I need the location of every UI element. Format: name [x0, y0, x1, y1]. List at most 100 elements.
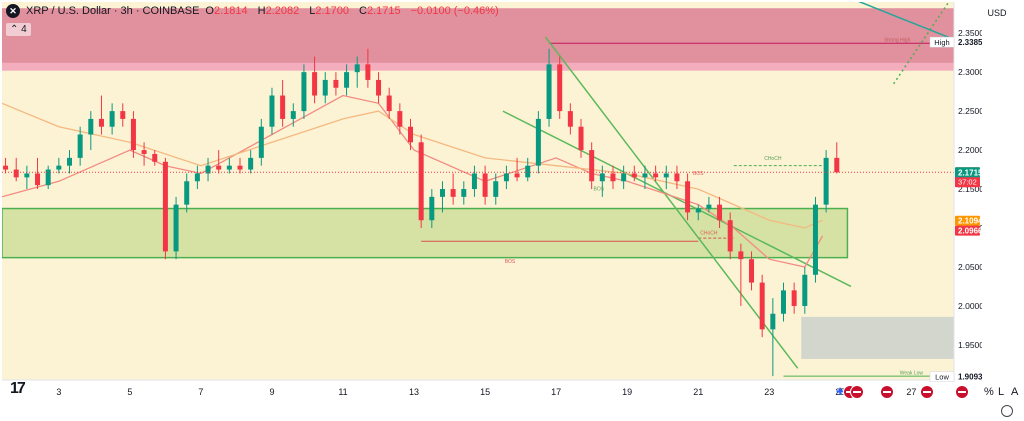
- candle-body: [749, 259, 755, 283]
- candle-body: [493, 181, 499, 197]
- chart-plot-area[interactable]: BOS CHoCH CHoCH Strong High Weak Low BOS BOS 2.…: [2, 2, 982, 401]
- candle-body: [631, 173, 637, 178]
- close-key: C: [359, 5, 367, 17]
- price-axis: [954, 2, 982, 401]
- symbol-title[interactable]: XRP / U.S. Dollar · 3h · COINBASE: [26, 5, 200, 17]
- tradingview-logo-icon[interactable]: 17: [10, 380, 26, 397]
- candle-body: [35, 173, 41, 186]
- high-key: H: [257, 5, 266, 17]
- candle-body: [322, 79, 328, 96]
- price-label-badge: [955, 225, 980, 236]
- candle-body: [376, 79, 382, 96]
- chart-annotation: BOS: [693, 171, 704, 177]
- chevron-up-icon: ⌃: [10, 24, 19, 35]
- percent-scale-toggle[interactable]: %: [984, 386, 994, 398]
- chart-annotation: CHoCH: [764, 156, 782, 162]
- candle-body: [205, 165, 211, 174]
- x-tick-label: 3: [56, 387, 61, 397]
- price-label-tag-text: High: [934, 38, 949, 47]
- x-tick-label: 7: [198, 387, 203, 397]
- chart-settings-icon[interactable]: [1001, 405, 1013, 417]
- candle-body: [98, 118, 104, 127]
- candle-body: [88, 118, 94, 135]
- high-value: 2.2082: [265, 5, 300, 17]
- candle-body: [663, 173, 669, 178]
- ema-fast-line: [2, 94, 824, 268]
- channel-lower-line: [502, 110, 852, 288]
- candle-body: [354, 64, 360, 73]
- candle-body: [717, 204, 723, 221]
- price-label-value: 2.1094: [958, 217, 982, 226]
- candle-body: [738, 251, 744, 260]
- open-value: 2.1814: [213, 5, 248, 17]
- x-tick-label: 23: [764, 387, 774, 397]
- auto-scale-toggle[interactable]: A: [1011, 386, 1019, 398]
- candle-body: [503, 173, 509, 182]
- add-event-icon[interactable]: ✚: [836, 387, 845, 398]
- candle-body: [162, 161, 168, 252]
- candle-body: [685, 181, 691, 213]
- chart-annotation: Weak Low: [900, 371, 924, 377]
- symbol-header: ✕ XRP / U.S. Dollar · 3h · COINBASE O2.1…: [6, 4, 503, 18]
- candle-body: [333, 79, 339, 88]
- economic-event-flag-icon[interactable]: [920, 385, 934, 399]
- change-value: −0.0100 (−0.46%): [410, 5, 499, 17]
- x-tick-label: 11: [338, 387, 347, 397]
- supply-zone: [2, 8, 954, 71]
- xrp-logo-icon: ✕: [6, 4, 20, 18]
- log-scale-toggle[interactable]: L: [998, 386, 1005, 398]
- price-label-tag-text: Low: [935, 373, 949, 382]
- economic-event-flag-icon[interactable]: [850, 385, 864, 399]
- price-label-value: 2.0966: [958, 227, 982, 236]
- currency-selector[interactable]: USD: [987, 8, 1007, 18]
- y-tick-label: 2.2500: [958, 106, 982, 116]
- y-tick-label: 2.3000: [958, 67, 982, 77]
- candle-body: [525, 165, 531, 178]
- candle-body: [642, 173, 648, 178]
- candle-body: [344, 72, 350, 88]
- price-chart[interactable]: BOS CHoCH CHoCH Strong High Weak Low BOS BOS 2.…: [2, 2, 982, 401]
- ema-slow-line: [2, 102, 823, 229]
- economic-event-flag-icon[interactable]: [880, 385, 894, 399]
- candle-body: [727, 220, 733, 252]
- candle-body: [173, 204, 179, 252]
- candle-body: [248, 157, 254, 170]
- x-tick-label: 21: [693, 387, 703, 397]
- candle-body: [24, 173, 30, 178]
- candle-body: [557, 64, 563, 112]
- candle-body: [482, 173, 488, 197]
- candle-body: [408, 126, 414, 143]
- candle-body: [589, 150, 595, 182]
- candle-body: [216, 165, 222, 170]
- chart-annotation: CHoCH: [700, 230, 718, 236]
- price-label-tag: [929, 371, 955, 382]
- price-label-value: 2.3385: [958, 38, 982, 47]
- economic-event-flag-icon[interactable]: [955, 385, 969, 399]
- candle-body: [418, 142, 424, 221]
- price-label-value: 2.1715: [958, 168, 982, 177]
- candle-body: [365, 64, 371, 80]
- y-tick-label: 2.3500: [958, 28, 982, 38]
- candle-body: [184, 181, 190, 205]
- close-value: 2.1715: [366, 5, 401, 17]
- candle-body: [439, 189, 445, 197]
- candle-body: [823, 157, 829, 205]
- candle-body: [471, 173, 477, 190]
- candle-body: [802, 274, 808, 306]
- indicators-toggle[interactable]: ⌃ 4: [6, 23, 31, 36]
- candle-body: [77, 134, 83, 158]
- candle-body: [695, 208, 701, 213]
- candle-body: [397, 111, 403, 127]
- candle-body: [567, 111, 573, 127]
- chart-annotation: BOS: [505, 259, 516, 265]
- price-label-tag: [929, 36, 955, 48]
- y-tick-label: 2.1500: [958, 184, 982, 194]
- candle-body: [812, 204, 818, 275]
- candle-body: [546, 64, 552, 119]
- price-label-badge: [955, 215, 980, 226]
- x-tick-label: 15: [480, 387, 490, 397]
- candle-body: [780, 290, 786, 314]
- projection-line: [892, 2, 950, 85]
- candle-body: [45, 169, 51, 186]
- candle-body: [194, 173, 200, 182]
